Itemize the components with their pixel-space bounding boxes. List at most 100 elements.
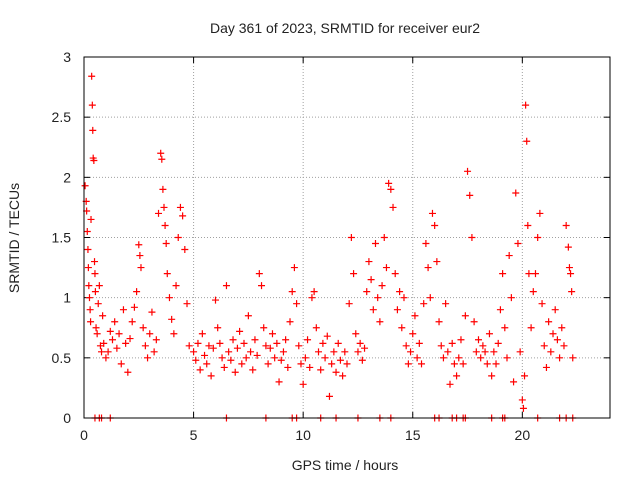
data-point [220, 363, 228, 371]
data-point [117, 360, 125, 368]
data-point [450, 360, 458, 368]
data-point [160, 203, 168, 211]
data-point [448, 339, 456, 347]
plot-frame [83, 56, 611, 419]
data-point [247, 348, 255, 356]
data-point [387, 185, 395, 193]
data-point [411, 312, 419, 320]
data-point [100, 339, 108, 347]
data-point [136, 252, 144, 260]
data-point [524, 221, 532, 229]
data-point [369, 306, 377, 314]
data-point [426, 294, 434, 302]
data-point [518, 396, 526, 404]
data-point [391, 270, 399, 278]
data-point [209, 344, 217, 352]
data-point [339, 372, 347, 380]
data-point [308, 294, 316, 302]
data-point [325, 392, 333, 400]
data-point [472, 348, 480, 356]
data-point [93, 330, 101, 338]
data-point [354, 348, 362, 356]
data-point [279, 348, 287, 356]
data-point [214, 324, 222, 332]
x-tick-label: 10 [295, 427, 311, 443]
data-point [525, 270, 533, 278]
data-point [398, 324, 406, 332]
data-point [87, 215, 95, 223]
data-point [516, 348, 524, 356]
data-point [540, 342, 548, 350]
data-point [152, 336, 160, 344]
data-point [260, 324, 268, 332]
data-point [85, 294, 93, 302]
data-point [494, 339, 502, 347]
data-point [225, 348, 233, 356]
data-point [124, 368, 132, 376]
data-point [242, 354, 250, 362]
data-point [352, 330, 360, 338]
data-point [168, 315, 176, 323]
data-point [165, 294, 173, 302]
data-point [170, 330, 178, 338]
data-point [262, 342, 270, 350]
data-point [315, 348, 323, 356]
data-point [255, 270, 263, 278]
data-point [431, 221, 439, 229]
data-point [564, 243, 572, 251]
data-point [433, 258, 441, 266]
data-point [264, 360, 272, 368]
data-point [102, 354, 110, 362]
data-point [468, 234, 476, 241]
data-point [446, 380, 454, 388]
data-point [92, 324, 100, 332]
axis-ticks: 0 0.5 1 1.5 2 2.5 3 0 5 10 15 20 [52, 49, 610, 443]
data-point [531, 270, 539, 278]
data-point [268, 330, 276, 338]
data-point [194, 339, 202, 347]
data-point [428, 209, 436, 217]
data-point [94, 300, 102, 308]
data-point [108, 336, 116, 344]
data-point [442, 300, 450, 308]
data-point [562, 221, 570, 229]
data-point [376, 318, 384, 326]
data-point [477, 354, 485, 362]
data-point [275, 378, 283, 386]
data-point [222, 282, 230, 290]
data-point [389, 203, 397, 211]
data-point [437, 342, 445, 350]
data-point [183, 300, 191, 308]
data-point [203, 360, 211, 368]
data-point [380, 234, 388, 241]
data-point [365, 258, 373, 266]
data-point [176, 203, 184, 211]
data-point [90, 156, 98, 164]
data-point [413, 354, 421, 362]
data-point [568, 288, 576, 296]
data-point [461, 312, 469, 320]
data-point [231, 368, 239, 376]
data-point [361, 344, 369, 352]
data-point [111, 318, 119, 326]
data-point [137, 264, 145, 272]
data-point [150, 348, 158, 356]
data-point [88, 72, 96, 80]
data-point [496, 306, 504, 314]
data-point [319, 339, 327, 347]
data-point [323, 332, 331, 340]
data-point [240, 339, 248, 347]
data-point [310, 288, 318, 296]
data-point [483, 360, 491, 368]
data-point [284, 363, 292, 371]
data-point [415, 339, 423, 347]
data-point [251, 336, 259, 344]
data-point [163, 270, 171, 278]
data-point [227, 356, 235, 364]
data-point [135, 241, 143, 249]
data-point [88, 101, 96, 109]
data-point [439, 354, 447, 362]
data-point [139, 324, 147, 332]
data-point [128, 318, 136, 326]
data-point [510, 378, 518, 386]
